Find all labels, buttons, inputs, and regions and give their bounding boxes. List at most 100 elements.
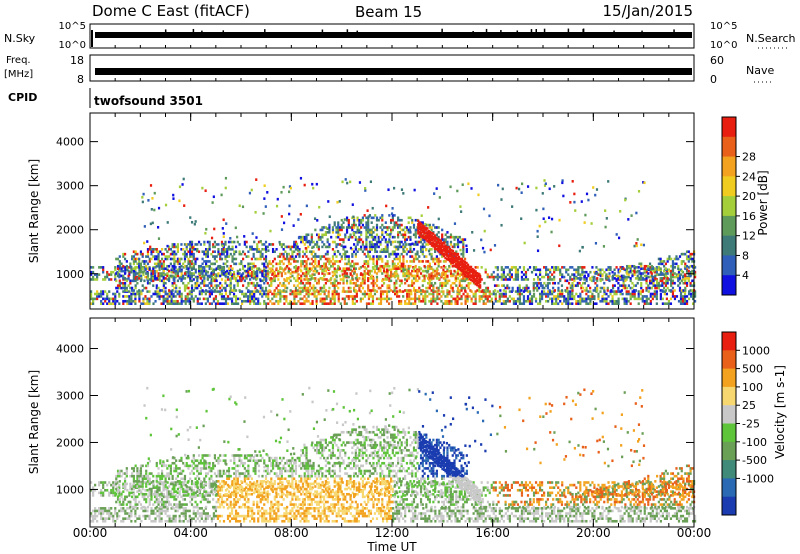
echo-cell	[365, 255, 368, 258]
echo-cell	[351, 235, 354, 239]
echo-cell	[169, 247, 172, 251]
echo-cell	[664, 274, 668, 278]
colorbar-swatch	[722, 156, 736, 177]
echo-cell	[247, 289, 250, 292]
echo-cell	[127, 274, 130, 278]
echo-cell	[190, 250, 194, 254]
echo-cell	[344, 235, 347, 239]
echo-cell	[328, 260, 331, 263]
echo-cell	[611, 284, 615, 287]
echo-cell	[333, 223, 336, 227]
echo-cell	[300, 277, 303, 280]
echo-cell	[308, 250, 312, 254]
echo-cell	[279, 297, 282, 301]
echo-cell	[308, 274, 312, 278]
echo-cell	[204, 189, 207, 193]
echo-cell	[242, 257, 245, 261]
echo-cell	[535, 208, 538, 212]
echo-cell	[112, 299, 115, 303]
echo-cell	[153, 208, 156, 212]
echo-cell	[148, 299, 151, 303]
echo-cell	[116, 284, 120, 287]
echo-cell	[321, 277, 324, 280]
echo-cell	[293, 257, 296, 261]
echo-cell	[124, 299, 127, 303]
echo-cell	[558, 244, 561, 248]
echo-cell	[338, 243, 342, 246]
echo-cell	[345, 216, 349, 220]
echo-cell	[448, 292, 451, 296]
echo-cell	[324, 281, 328, 285]
echo-cell	[296, 269, 299, 273]
echo-cell	[231, 260, 234, 263]
echo-cell	[271, 302, 274, 305]
echo-cell	[382, 281, 386, 285]
colorbar-tick-label: 16	[742, 210, 756, 223]
echo-cell	[338, 274, 342, 278]
echo-cell	[462, 265, 465, 268]
echo-cell	[285, 297, 288, 301]
echo-cell	[508, 270, 511, 274]
echo-cell	[336, 249, 340, 253]
echo-cell	[603, 286, 606, 290]
echo-cell	[421, 274, 424, 278]
echo-cell	[173, 267, 176, 270]
echo-cell	[627, 292, 630, 296]
echo-cell	[162, 267, 165, 270]
echo-cell	[232, 295, 236, 298]
echo-cell	[367, 279, 370, 283]
echo-cell	[498, 295, 501, 298]
echo-cell	[495, 284, 498, 287]
echo-cell	[402, 262, 405, 266]
echo-cell	[687, 297, 691, 301]
echo-cell	[482, 207, 486, 211]
echo-cell	[448, 269, 451, 273]
echo-cell	[297, 266, 300, 269]
echo-cell	[685, 277, 689, 280]
echo-cell	[303, 183, 306, 187]
echo-cell	[683, 292, 687, 296]
echo-cell	[102, 278, 105, 281]
echo-cell	[434, 250, 437, 254]
echo-cell	[194, 286, 197, 290]
echo-cell	[349, 264, 352, 268]
echo-cell	[333, 272, 336, 275]
echo-cell	[197, 267, 201, 270]
echo-cell	[665, 297, 669, 301]
echo-cell	[369, 292, 373, 296]
echo-cell	[102, 491, 105, 495]
echo-cell	[102, 494, 105, 497]
colorbar-swatch	[722, 176, 736, 197]
echo-cell	[162, 262, 165, 266]
echo-cell	[382, 267, 386, 270]
echo-cell	[205, 250, 208, 254]
echo-cell	[213, 284, 217, 287]
echo-cell	[271, 269, 275, 273]
echo-cell	[429, 242, 432, 246]
echo-cell	[242, 250, 245, 254]
echo-cell	[176, 260, 180, 263]
echo-cell	[146, 240, 149, 243]
echo-cell	[240, 252, 243, 256]
echo-cell	[518, 292, 522, 296]
echo-cell	[349, 286, 352, 290]
echo-cell	[655, 268, 658, 272]
echo-cell	[252, 277, 255, 280]
echo-cell	[325, 295, 328, 298]
echo-cell	[317, 255, 320, 258]
echo-cell	[144, 297, 147, 301]
echo-cell	[528, 302, 532, 305]
echo-cell	[565, 268, 568, 272]
echo-cell	[265, 302, 268, 305]
echo-cell	[351, 295, 354, 298]
echo-cell	[370, 235, 373, 239]
echo-cell	[379, 235, 382, 239]
echo-cell	[451, 281, 454, 285]
echo-cell	[136, 483, 139, 487]
echo-cell	[215, 286, 218, 290]
echo-cell	[575, 292, 578, 296]
freq-trace	[95, 68, 692, 75]
echo-cell	[492, 278, 495, 281]
echo-cell	[323, 243, 326, 246]
echo-cell	[329, 297, 332, 301]
